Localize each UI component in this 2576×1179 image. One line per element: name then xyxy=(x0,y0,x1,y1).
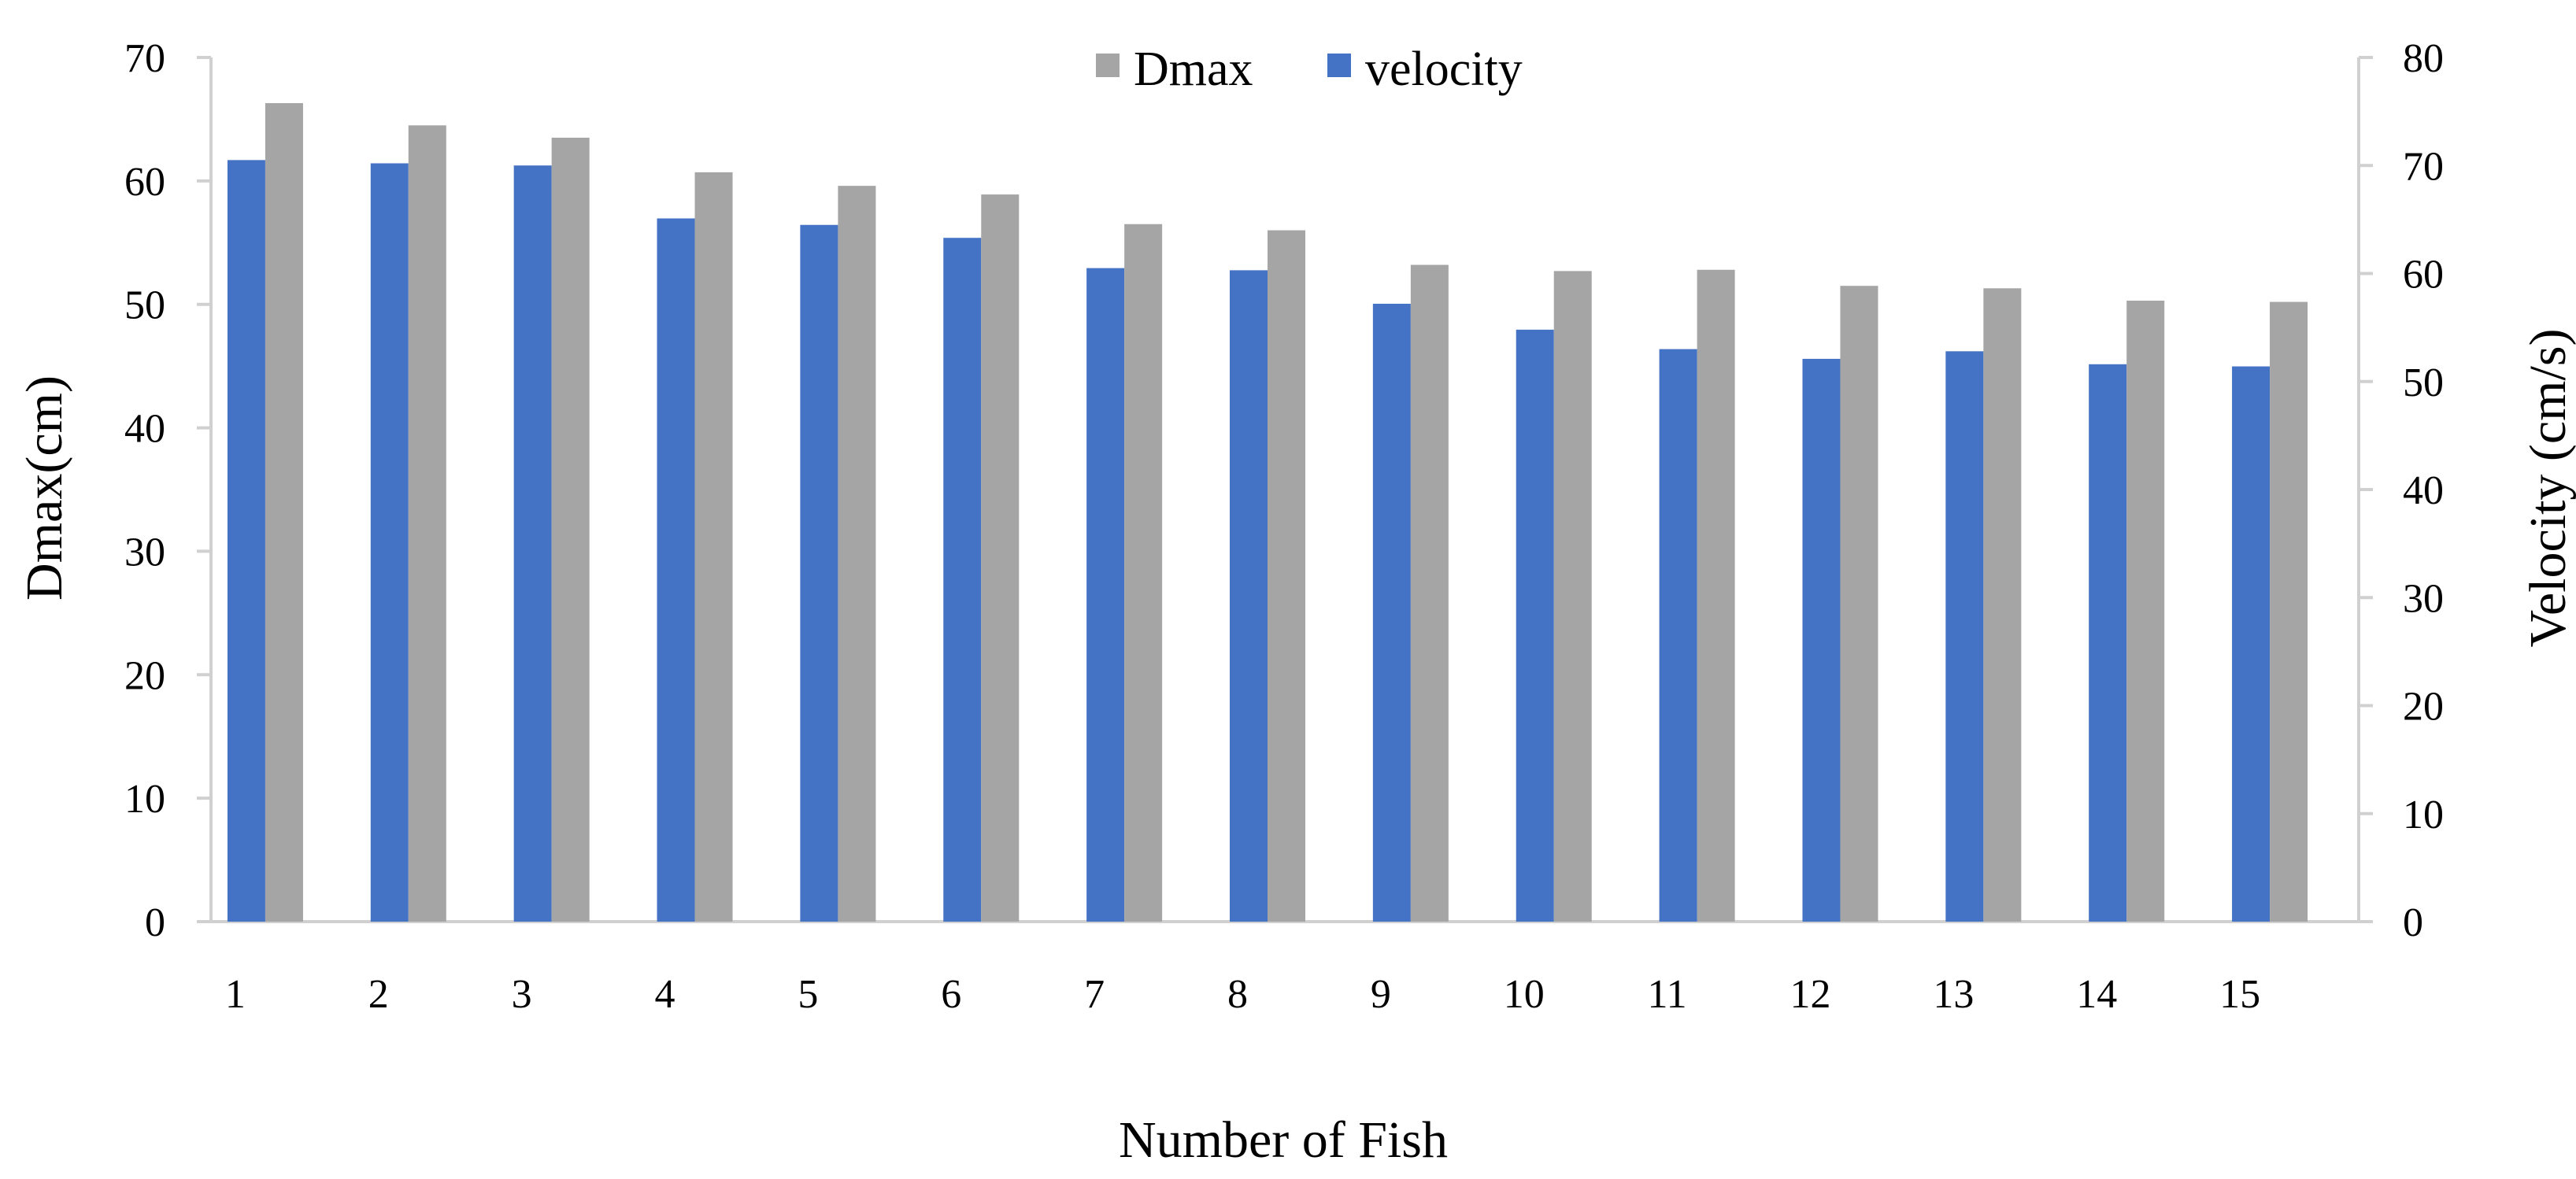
bar-dmax-15 xyxy=(2270,301,2308,922)
x-tick-label: 2 xyxy=(368,972,389,1017)
x-tick-label: 1 xyxy=(225,972,246,1017)
bar-velocity-11 xyxy=(1659,349,1697,922)
right-tick-label: 20 xyxy=(2403,685,2444,730)
x-tick-label: 5 xyxy=(798,972,818,1017)
x-tick-label: 11 xyxy=(1648,972,1687,1017)
legend-label-dmax: Dmax xyxy=(1134,43,1253,96)
left-tick-label: 10 xyxy=(124,777,165,822)
left-tick-label: 50 xyxy=(124,283,165,328)
left-tick-label: 60 xyxy=(124,160,165,205)
bar-dmax-5 xyxy=(838,186,876,922)
legend-label-velocity: velocity xyxy=(1365,43,1523,96)
legend-swatch-velocity xyxy=(1327,54,1351,77)
bar-dmax-14 xyxy=(2126,301,2165,922)
bar-velocity-15 xyxy=(2232,366,2271,922)
left-tick-label: 30 xyxy=(124,530,165,575)
right-tick-label: 70 xyxy=(2403,144,2444,189)
x-tick-label: 15 xyxy=(2219,972,2260,1017)
bar-dmax-7 xyxy=(1124,224,1163,922)
x-axis-title: Number of Fish xyxy=(1119,1111,1448,1169)
right-tick-labels: 0 10 20 30 40 50 60 70 80 xyxy=(2403,36,2444,945)
right-tick-label: 80 xyxy=(2403,36,2444,81)
bars xyxy=(227,103,2308,922)
left-tick-labels: 0 10 20 30 40 50 60 70 xyxy=(124,36,165,945)
y-axis-right-title: Velocity (cm/s) xyxy=(2519,328,2576,647)
bar-dmax-4 xyxy=(694,172,733,922)
bar-dmax-2 xyxy=(408,125,446,922)
right-tick-label: 10 xyxy=(2403,793,2444,837)
x-tick-label: 10 xyxy=(1504,972,1545,1017)
bar-dmax-12 xyxy=(1840,286,1878,922)
bar-dmax-13 xyxy=(1983,288,2022,922)
legend: Dmax velocity xyxy=(1096,43,1523,96)
x-tick-label: 7 xyxy=(1084,972,1105,1017)
bar-velocity-14 xyxy=(2089,364,2127,922)
left-tick-label: 40 xyxy=(124,407,165,452)
bar-dmax-10 xyxy=(1553,271,1592,922)
bar-velocity-5 xyxy=(800,224,838,922)
x-tick-label: 9 xyxy=(1371,972,1391,1017)
right-tick-label: 30 xyxy=(2403,576,2444,621)
left-tick-label: 70 xyxy=(124,36,165,81)
bar-velocity-4 xyxy=(657,218,695,922)
y-axis-left-title: Dmax(cm) xyxy=(16,375,73,601)
bar-velocity-8 xyxy=(1230,270,1268,922)
bar-velocity-12 xyxy=(1802,358,1841,922)
bar-dmax-6 xyxy=(981,194,1020,922)
bar-velocity-9 xyxy=(1372,303,1411,922)
x-tick-label: 12 xyxy=(1790,972,1830,1017)
bar-dmax-8 xyxy=(1268,230,1305,922)
x-tick-label: 4 xyxy=(655,972,675,1017)
bar-velocity-13 xyxy=(1945,351,1984,922)
right-tick-label: 50 xyxy=(2403,360,2444,405)
bar-velocity-2 xyxy=(370,163,409,922)
right-tick-label: 40 xyxy=(2403,468,2444,513)
bar-velocity-6 xyxy=(943,238,982,922)
bar-velocity-7 xyxy=(1086,268,1125,922)
x-tick-label: 6 xyxy=(941,972,961,1017)
legend-swatch-dmax xyxy=(1096,54,1120,77)
bar-velocity-10 xyxy=(1516,329,1554,922)
bar-dmax-1 xyxy=(265,103,303,922)
bar-velocity-3 xyxy=(513,165,552,922)
bar-dmax-9 xyxy=(1410,264,1449,922)
right-tick-label: 0 xyxy=(2403,900,2423,945)
x-tick-label: 14 xyxy=(2076,972,2117,1017)
x-tick-label: 13 xyxy=(1933,972,1974,1017)
x-tick-labels: 1 2 3 4 5 6 7 8 9 10 11 12 13 14 15 xyxy=(225,972,2260,1017)
right-tick-label: 60 xyxy=(2403,253,2444,298)
left-tick-label: 20 xyxy=(124,653,165,698)
bar-velocity-1 xyxy=(227,160,265,922)
x-tick-label: 8 xyxy=(1227,972,1248,1017)
left-tick-label: 0 xyxy=(145,900,165,945)
x-tick-label: 3 xyxy=(512,972,532,1017)
bar-dmax-3 xyxy=(551,137,590,922)
bar-dmax-11 xyxy=(1697,269,1735,922)
